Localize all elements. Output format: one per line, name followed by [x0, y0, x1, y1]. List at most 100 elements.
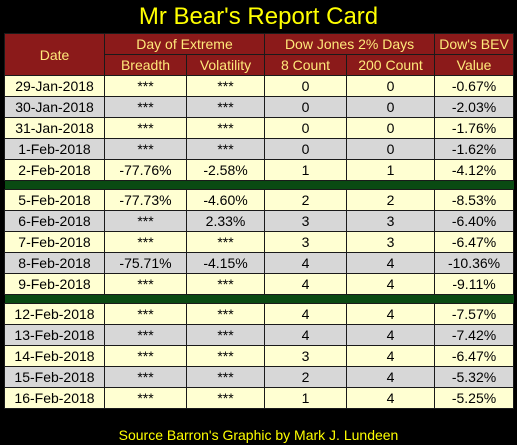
table-row: 15-Feb-2018 *** *** 2 4 -5.32% — [4, 366, 515, 388]
header-date: Date — [4, 33, 105, 76]
cell-8-count: 4 — [264, 303, 348, 325]
cell-breadth: *** — [104, 387, 187, 409]
cell-bev-value: -5.25% — [434, 387, 515, 409]
cell-bev-value: -6.40% — [434, 210, 515, 232]
cell-200-count: 3 — [346, 210, 436, 232]
cell-date: 13-Feb-2018 — [4, 324, 105, 346]
cell-8-count: 4 — [264, 324, 348, 346]
cell-8-count: 4 — [264, 252, 348, 274]
cell-200-count: 4 — [346, 366, 436, 388]
cell-200-count: 4 — [346, 303, 436, 325]
cell-bev-value: -10.36% — [434, 252, 515, 274]
cell-breadth: *** — [104, 117, 187, 139]
cell-breadth: *** — [104, 138, 187, 160]
cell-volatility: *** — [185, 117, 266, 139]
cell-200-count: 2 — [346, 189, 436, 211]
cell-200-count: 0 — [346, 117, 436, 139]
table-row: 1-Feb-2018 *** *** 0 0 -1.62% — [4, 138, 515, 160]
cell-volatility: *** — [185, 345, 266, 367]
cell-volatility: *** — [185, 387, 266, 409]
cell-8-count: 1 — [264, 159, 348, 181]
cell-date: 29-Jan-2018 — [4, 75, 105, 97]
cell-breadth: *** — [104, 324, 187, 346]
cell-bev-value: -9.11% — [434, 273, 515, 295]
cell-bev-value: -5.32% — [434, 366, 515, 388]
cell-volatility: *** — [185, 303, 266, 325]
cell-bev-value: -7.42% — [434, 324, 515, 346]
table-row: 16-Feb-2018 *** *** 1 4 -5.25% — [4, 387, 515, 409]
report-table: Date Day of Extreme Dow Jones 2% Days Do… — [4, 33, 515, 409]
cell-breadth: *** — [104, 75, 187, 97]
cell-volatility: *** — [185, 231, 266, 253]
cell-200-count: 4 — [346, 387, 436, 409]
table-row: 9-Feb-2018 *** *** 4 4 -9.11% — [4, 273, 515, 295]
cell-volatility: -2.58% — [185, 159, 266, 181]
cell-breadth: *** — [104, 303, 187, 325]
header-row-groups: Date Day of Extreme Dow Jones 2% Days Do… — [4, 33, 515, 76]
cell-200-count: 4 — [346, 252, 436, 274]
cell-200-count: 3 — [346, 231, 436, 253]
cell-8-count: 0 — [264, 138, 348, 160]
cell-bev-value: -1.76% — [434, 117, 515, 139]
cell-breadth: *** — [104, 273, 187, 295]
cell-breadth: -77.76% — [104, 159, 187, 181]
header-row-columns: Breadth Volatility 8 Count 200 Count Val… — [5, 54, 515, 76]
table-row: 2-Feb-2018 -77.76% -2.58% 1 1 -4.12% — [4, 159, 515, 181]
cell-date: 8-Feb-2018 — [4, 252, 105, 274]
cell-bev-value: -2.03% — [434, 96, 515, 118]
cell-date: 16-Feb-2018 — [4, 387, 105, 409]
cell-200-count: 4 — [346, 345, 436, 367]
cell-date: 12-Feb-2018 — [4, 303, 105, 325]
cell-volatility: *** — [185, 273, 266, 295]
cell-date: 1-Feb-2018 — [4, 138, 105, 160]
table-row: 8-Feb-2018 -75.71% -4.15% 4 4 -10.36% — [4, 252, 515, 274]
week-separator-cell — [4, 180, 514, 190]
report-table-body: Date Day of Extreme Dow Jones 2% Days Do… — [4, 33, 515, 409]
cell-date: 5-Feb-2018 — [4, 189, 105, 211]
cell-volatility: *** — [185, 138, 266, 160]
source-credit: Source Barron's Graphic by Mark J. Lunde… — [118, 427, 399, 443]
cell-bev-value: -1.62% — [434, 138, 515, 160]
cell-breadth: -77.73% — [104, 189, 187, 211]
cell-date: 6-Feb-2018 — [4, 210, 105, 232]
header-volatility: Volatility — [185, 54, 266, 76]
table-row: 7-Feb-2018 *** *** 3 3 -6.47% — [4, 231, 515, 253]
cell-volatility: -4.15% — [185, 252, 266, 274]
cell-bev-value: -6.47% — [434, 231, 515, 253]
cell-8-count: 3 — [264, 345, 348, 367]
table-row: 13-Feb-2018 *** *** 4 4 -7.42% — [4, 324, 515, 346]
cell-breadth: *** — [104, 366, 187, 388]
cell-200-count: 0 — [346, 75, 436, 97]
cell-8-count: 0 — [264, 75, 348, 97]
header-dow-2pct-days: Dow Jones 2% Days — [264, 33, 436, 55]
cell-breadth: -75.71% — [104, 252, 187, 274]
cell-breadth: *** — [104, 345, 187, 367]
cell-date: 14-Feb-2018 — [4, 345, 105, 367]
week-separator-cell — [4, 294, 514, 304]
week-separator — [4, 294, 514, 304]
cell-volatility: *** — [185, 96, 266, 118]
cell-8-count: 3 — [264, 231, 348, 253]
header-200-count: 200 Count — [346, 54, 436, 76]
cell-breadth: *** — [104, 210, 187, 232]
cell-date: 7-Feb-2018 — [4, 231, 105, 253]
cell-volatility: *** — [185, 366, 266, 388]
table-row: 29-Jan-2018 *** *** 0 0 -0.67% — [4, 75, 515, 97]
cell-volatility: *** — [185, 324, 266, 346]
cell-8-count: 4 — [264, 273, 348, 295]
header-value: Value — [434, 54, 515, 76]
header-breadth: Breadth — [104, 54, 187, 76]
cell-8-count: 3 — [264, 210, 348, 232]
cell-bev-value: -6.47% — [434, 345, 515, 367]
cell-bev-value: -8.53% — [434, 189, 515, 211]
week-separator — [4, 180, 514, 190]
table-row: 31-Jan-2018 *** *** 0 0 -1.76% — [4, 117, 515, 139]
header-dows-bev: Dow's BEV — [434, 33, 515, 55]
cell-8-count: 1 — [264, 387, 348, 409]
cell-date: 2-Feb-2018 — [4, 159, 105, 181]
cell-200-count: 1 — [346, 159, 436, 181]
table-row: 6-Feb-2018 *** 2.33% 3 3 -6.40% — [4, 210, 515, 232]
cell-volatility: *** — [185, 75, 266, 97]
cell-breadth: *** — [104, 231, 187, 253]
